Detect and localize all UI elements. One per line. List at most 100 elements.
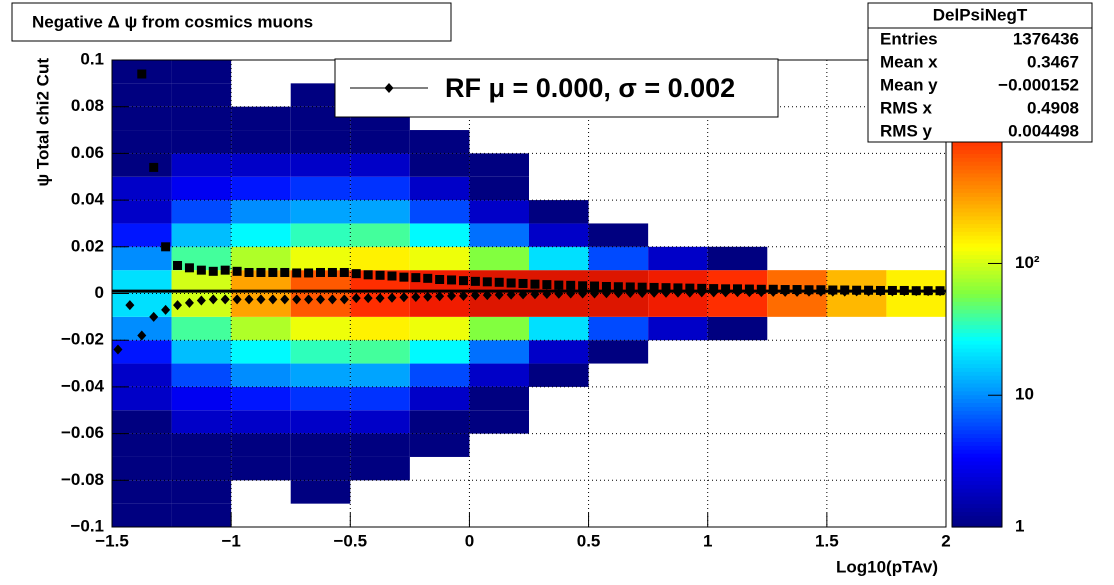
heat-cell — [231, 106, 291, 131]
heat-cell — [469, 434, 529, 457]
heat-cell — [767, 457, 827, 480]
colorbar-step — [952, 375, 1002, 380]
colorbar-step — [952, 270, 1002, 275]
square-marker — [470, 276, 480, 286]
heat-cell — [886, 223, 946, 246]
y-tick-label: 0 — [95, 283, 104, 302]
heat-cell — [290, 410, 351, 434]
colorbar-step — [952, 176, 1002, 182]
heat-cell — [707, 293, 768, 317]
heat-cell — [410, 504, 470, 527]
square-marker — [601, 281, 611, 291]
heat-cell — [886, 480, 946, 503]
heat-cell — [112, 503, 172, 527]
square-marker — [542, 280, 552, 290]
heat-cell — [469, 504, 529, 527]
colorbar-step — [952, 495, 1002, 501]
heat-cell — [112, 223, 172, 247]
diamond-marker — [697, 287, 707, 298]
colorbar-step — [952, 223, 1002, 228]
colorbar-step — [952, 480, 1002, 485]
heat-cell — [112, 386, 172, 411]
y-tick-label: 0.08 — [71, 96, 104, 115]
heat-cell — [767, 200, 827, 223]
diamond-marker — [661, 287, 671, 298]
heat-cell — [827, 177, 887, 200]
heat-cell — [886, 340, 946, 363]
heat-cell — [767, 434, 827, 457]
heat-cell — [529, 457, 589, 480]
diamond-marker — [590, 288, 600, 299]
heat-cell — [529, 363, 589, 387]
diamond-marker — [637, 288, 647, 299]
colorbar-step — [952, 153, 1002, 158]
heat-cell — [529, 410, 589, 433]
colorbar-step — [952, 507, 1002, 513]
diamond-marker — [899, 286, 909, 297]
heat-cell — [231, 316, 291, 341]
heat-cell — [112, 83, 172, 107]
square-marker — [280, 267, 290, 277]
heat-cell — [767, 247, 827, 270]
square-marker — [327, 267, 337, 277]
heat-cell — [886, 153, 946, 176]
square-marker — [232, 266, 242, 276]
colorbar-step — [952, 250, 1002, 256]
square-marker — [637, 282, 647, 292]
heat-cell — [529, 223, 589, 247]
colorbar-step — [952, 157, 1002, 162]
colorbar-step — [952, 371, 1002, 376]
plot-area — [111, 59, 947, 528]
colorbar-step — [952, 227, 1002, 232]
heat-cell — [409, 386, 470, 411]
y-tick-label: 0.06 — [71, 143, 104, 162]
square-marker — [304, 268, 314, 278]
heat-cell — [469, 246, 529, 271]
heat-cell — [409, 176, 470, 201]
diamond-marker — [875, 286, 885, 297]
heat-cell — [529, 293, 589, 317]
heat-cell — [648, 130, 708, 153]
colorbar-step — [952, 180, 1002, 186]
colorbar-step — [952, 274, 1002, 279]
diamond-marker — [935, 286, 945, 297]
heat-cell — [409, 223, 470, 247]
colorbar-step — [952, 301, 1002, 306]
heat-cell — [469, 293, 529, 317]
y-tick-label: 0.04 — [71, 190, 105, 209]
heat-cell — [648, 316, 708, 341]
diamond-marker — [149, 311, 159, 322]
heat-cell — [350, 246, 410, 271]
square-marker — [184, 263, 194, 273]
heat-cell — [171, 456, 232, 481]
stats-value: 0.3467 — [1027, 52, 1079, 71]
colorbar-step — [952, 149, 1002, 154]
heat-cell — [171, 480, 232, 504]
heat-cell — [886, 410, 946, 433]
heat-cell — [112, 363, 172, 387]
heat-cell — [886, 434, 946, 457]
square-marker — [661, 283, 671, 293]
colorbar-step — [952, 464, 1002, 470]
colorbar-step — [952, 239, 1002, 244]
heat-cell — [767, 504, 827, 527]
heat-cell — [231, 504, 291, 527]
colorbar-step — [952, 515, 1002, 520]
colorbar-step — [952, 421, 1002, 427]
colorbar-step — [952, 355, 1002, 361]
heat-cell — [648, 457, 708, 480]
stats-value: 1376436 — [1013, 29, 1079, 48]
colorbar-step — [952, 258, 1002, 263]
square-marker — [316, 267, 325, 277]
colorbar-step — [952, 207, 1002, 213]
colorbar-step — [952, 172, 1002, 178]
colorbar-step — [952, 145, 1002, 151]
heat-cell — [529, 340, 589, 364]
heat-cell — [171, 60, 232, 84]
colorbar-step — [952, 215, 1002, 221]
stats-name: Mean x — [880, 52, 938, 71]
chart-title: Negative Δ ψ from cosmics muons — [32, 12, 313, 31]
diamond-marker — [625, 288, 635, 299]
heat-cell — [231, 83, 291, 106]
heat-cell — [171, 200, 232, 224]
